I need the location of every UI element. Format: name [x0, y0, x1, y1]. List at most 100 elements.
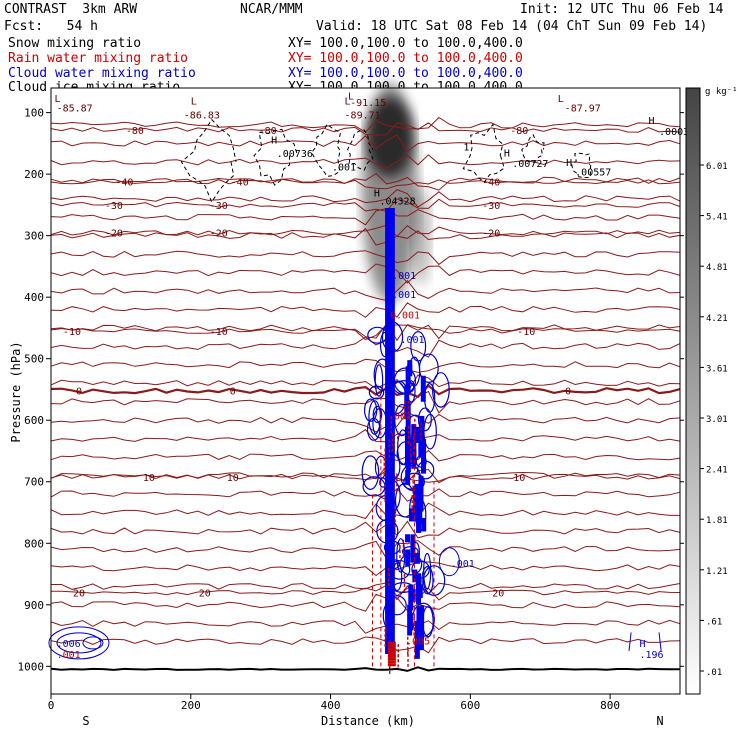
rain-fill — [387, 663, 396, 667]
isotherm-line — [50, 302, 681, 318]
isotherm-label: 10 — [513, 473, 525, 484]
isotherm-label: -40 — [482, 178, 500, 189]
y-tick-label: 800 — [24, 537, 44, 550]
valid-time: Valid: 18 UTC Sat 08 Feb 14 (04 ChT Sun … — [316, 19, 708, 34]
cloud-ice-contours — [180, 118, 592, 204]
contour-annotation: 0.001 — [390, 310, 420, 321]
model-title: CONTRAST 3km ARW — [4, 2, 138, 17]
isotherm-label: 0 — [230, 387, 236, 398]
isotherm-line — [50, 279, 681, 302]
contour-annotation: -85.87 — [57, 104, 93, 115]
contour-annotation: -86.83 — [184, 110, 220, 121]
cloud-water-fill — [412, 569, 418, 583]
cloud-water-fill — [408, 613, 414, 631]
isotherm-line — [50, 561, 681, 577]
temperature-isotherms: -80 -80 -80 -40 -40 -40 -30 -30 -30 -20 -20 -20 -10 -… — [50, 116, 681, 654]
y-tick-label: 600 — [24, 414, 44, 427]
cloud-water-fill — [420, 375, 426, 402]
isotherm-line — [50, 411, 681, 433]
y-tick-label: 700 — [24, 476, 44, 489]
cloud-water-contour — [628, 632, 662, 651]
contour-annotation: -91.15 — [350, 98, 386, 109]
cloud-water-contour — [374, 364, 384, 397]
colorbar-tick-label: 1.81 — [706, 516, 728, 526]
contour-annotation: .001 — [57, 650, 81, 661]
colorbar-tick-label: 2.41 — [706, 466, 728, 476]
contour-annotation: .196 — [639, 650, 663, 661]
x-tick-label: 600 — [460, 699, 480, 712]
field-label-rain: Rain water mixing ratio — [8, 51, 189, 66]
isotherm-label: -20 — [105, 229, 123, 240]
rain-fill — [387, 641, 396, 645]
cloud-water-core — [385, 207, 395, 655]
x-end-left: S — [82, 714, 89, 728]
cloud-water-fill — [405, 534, 411, 543]
rain-fill — [387, 660, 396, 664]
contour-annotation: H — [566, 158, 572, 169]
field-xy-snow: XY= 100.0,100.0 to 100.0,400.0 — [288, 36, 523, 51]
colorbar-ticks: 6.01 5.41 4.81 4.21 3.61 3.01 2.41 1.81 1.21 .61.… — [700, 162, 728, 678]
cloud-water-contour — [386, 453, 401, 480]
cloud-water-contour — [367, 326, 388, 344]
cloud-water-fill — [405, 469, 411, 485]
rain-water-contours — [371, 395, 435, 675]
cloud-water-contour — [417, 407, 432, 432]
cloud-water-fill — [405, 366, 411, 392]
contour-annotation: .001 — [451, 559, 475, 570]
contour-annotation: .001 — [332, 163, 356, 174]
isotherm-line — [50, 449, 681, 462]
cloud-water-fill — [421, 517, 427, 532]
snow-plume — [361, 82, 432, 303]
cloud-water-fill — [410, 534, 416, 563]
y-tick-label: 300 — [24, 230, 44, 243]
cloud-water-fill — [408, 584, 414, 611]
colorbar-tick-label: 5.41 — [706, 213, 728, 223]
isotherm-labeled-line — [50, 122, 681, 136]
rain-fill — [387, 647, 396, 651]
cloud-water-fill — [407, 364, 413, 377]
ground-line — [50, 666, 681, 672]
contour-annotation: H — [639, 639, 645, 650]
colorbar-tick-label: 1.21 — [706, 567, 728, 577]
y-axis-label: Pressure (hPa) — [9, 341, 23, 442]
rain-fill — [387, 657, 396, 661]
cloud-water-fill — [417, 502, 423, 525]
isotherm-label: -40 — [231, 178, 249, 189]
contour-annotation: .0003 — [659, 127, 689, 138]
cloud-water-contour — [82, 636, 104, 650]
x-tick-label: 0 — [48, 699, 55, 712]
isotherm-line — [50, 250, 681, 266]
contour-annotation: .00736 — [277, 149, 313, 160]
cloud-water-contour — [372, 405, 383, 424]
cloud-water-contour — [423, 552, 432, 590]
x-tick-label: 400 — [321, 699, 341, 712]
contour-annotation: .001 — [392, 271, 416, 282]
isotherm-labeled-line — [50, 384, 681, 399]
init-time: Init: 12 UTC Thu 06 Feb 14 — [520, 2, 724, 17]
contour-annotation: L — [348, 91, 354, 102]
isotherm-label: 10 — [227, 473, 239, 484]
cloud-water-fill — [418, 428, 424, 458]
contour-annotation: 1 — [463, 142, 469, 153]
ice-contour — [253, 128, 299, 186]
cloud-water-contour — [379, 477, 387, 488]
ground-line-path — [50, 666, 681, 672]
cloud-water-contour — [387, 525, 396, 537]
colorbar-tick-label: 3.01 — [706, 415, 728, 425]
field-label-cloud-water: Cloud water mixing ratio — [8, 66, 196, 81]
isotherm-labeled-line — [50, 584, 681, 601]
x-axis-label: Distance (km) — [321, 714, 415, 728]
isotherm-line — [50, 619, 681, 634]
cloud-water-fill — [408, 508, 414, 522]
isotherm-line — [50, 263, 681, 284]
isotherm-line — [50, 374, 681, 393]
y-tick-label: 1000 — [18, 660, 45, 673]
colorbar-tick-label: .61 — [706, 617, 722, 627]
contour-annotation: -89.71 — [345, 110, 381, 121]
cloud-water-fill — [405, 437, 411, 473]
cloud-water-contour — [379, 331, 390, 358]
x-tick-label: 800 — [600, 699, 620, 712]
field-xy-rain: XY= 100.0,100.0 to 100.0,400.0 — [288, 51, 523, 66]
